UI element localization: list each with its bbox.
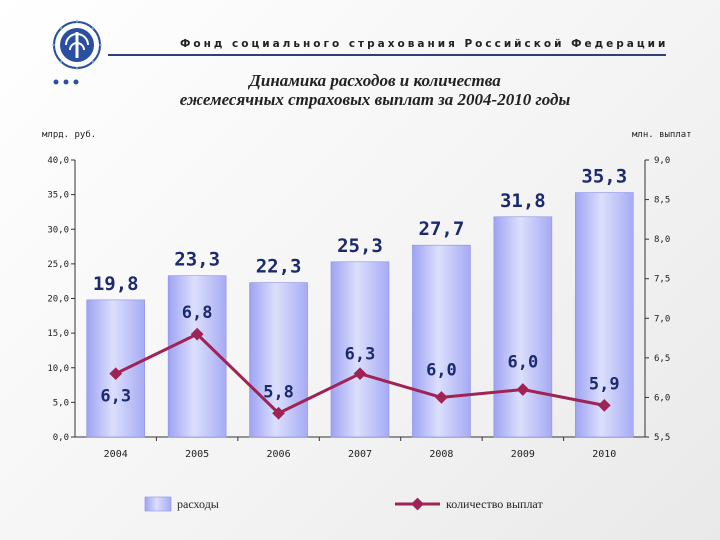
bar-value-label: 27,7 — [419, 218, 465, 240]
line-value-label: 6,0 — [426, 360, 457, 380]
right-axis-unit: млн. выплат — [632, 130, 692, 140]
right-tick-label: 5,5 — [654, 433, 670, 443]
line-point — [353, 367, 367, 381]
right-tick-label: 8,5 — [654, 196, 670, 206]
line-value-label: 6,0 — [507, 353, 538, 373]
right-tick-label: 6,0 — [654, 393, 670, 403]
line-point — [109, 367, 123, 381]
left-axis-unit: млрд. руб. — [42, 130, 97, 140]
bar — [330, 261, 390, 438]
right-tick-label: 8,0 — [654, 235, 670, 245]
legend-bar-swatch — [144, 496, 172, 512]
left-tick-label: 15,0 — [47, 329, 69, 339]
right-tick-label: 7,0 — [654, 314, 670, 324]
bar-value-label: 25,3 — [337, 235, 383, 257]
bar-value-label: 31,8 — [500, 190, 546, 212]
left-tick-label: 20,0 — [47, 295, 69, 305]
header-divider — [108, 54, 666, 56]
line-value-label: 6,8 — [182, 303, 213, 323]
organization-title: Фонд социального страхования Российской … — [180, 38, 669, 50]
chart-title-line2: ежемесячных страховых выплат за 2004-201… — [179, 90, 571, 109]
x-tick-label: 2006 — [267, 449, 291, 460]
left-tick-label: 40,0 — [47, 156, 69, 166]
left-tick-label: 0,0 — [53, 433, 69, 443]
decorative-dots — [53, 79, 79, 85]
left-tick-label: 30,0 — [47, 225, 69, 235]
bar-value-label: 22,3 — [256, 256, 302, 278]
bar-value-label: 19,8 — [93, 273, 139, 295]
left-tick-label: 10,0 — [47, 364, 69, 374]
legend-line-marker — [411, 497, 424, 511]
x-tick-label: 2010 — [592, 449, 616, 460]
bar — [493, 216, 553, 438]
x-tick-label: 2008 — [429, 449, 453, 460]
x-tick-label: 2007 — [348, 449, 372, 460]
line-value-label: 5,9 — [589, 374, 620, 394]
line-value-label: 6,3 — [100, 387, 131, 407]
chart-title: Динамика расходов и количества ежемесячн… — [90, 71, 660, 109]
bar-value-label: 23,3 — [174, 249, 220, 271]
line-point — [435, 391, 448, 404]
chart-title-line1: Динамика расходов и количества — [249, 71, 501, 90]
line-point — [190, 327, 204, 341]
right-tick-label: 7,5 — [654, 275, 670, 285]
bar — [167, 275, 227, 438]
left-tick-label: 35,0 — [47, 191, 69, 201]
left-tick-label: 25,0 — [47, 260, 69, 270]
legend-bar-label: расходы — [177, 497, 219, 511]
bar — [412, 244, 471, 438]
x-tick-label: 2009 — [511, 449, 535, 460]
right-tick-label: 6,5 — [654, 354, 670, 364]
bar-value-label: 35,3 — [581, 166, 627, 188]
left-tick-label: 5,0 — [53, 398, 69, 408]
right-tick-label: 9,0 — [654, 156, 670, 166]
fss-logo — [52, 20, 102, 70]
line-value-label: 5,8 — [263, 382, 294, 402]
line-point — [272, 406, 285, 420]
line-value-label: 6,3 — [345, 345, 376, 365]
x-tick-label: 2005 — [185, 449, 209, 460]
x-tick-label: 2004 — [104, 449, 128, 460]
bar — [574, 192, 634, 438]
legend-line-label: количество выплат — [446, 497, 543, 511]
